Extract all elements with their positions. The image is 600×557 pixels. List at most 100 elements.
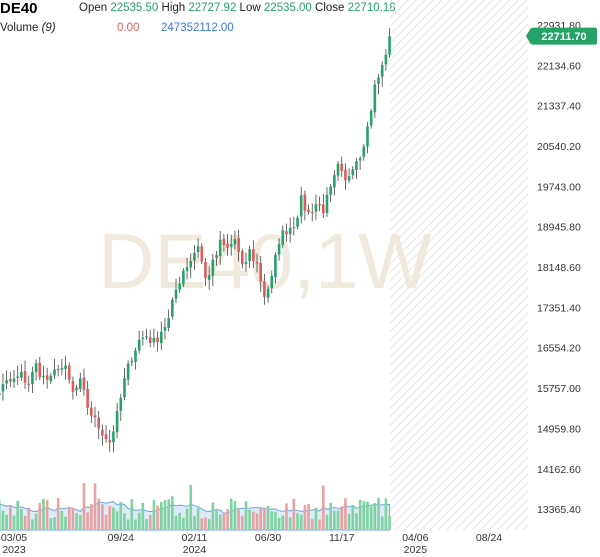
volume-bar [200, 518, 204, 530]
volume-bar [53, 517, 56, 530]
candle-body [358, 158, 362, 161]
volume-bar [233, 500, 237, 530]
volume-bar [75, 513, 78, 530]
time-tick-label: 03/05 [1, 532, 27, 544]
candle-body [53, 369, 56, 376]
ohlc-legend: Open 22535.50 High 22727.92 Low 22535.00… [79, 2, 396, 14]
candles [0, 28, 391, 453]
volume-bar [56, 498, 60, 530]
candle-body [49, 375, 53, 382]
candle-body [38, 362, 42, 378]
volume-bar [384, 498, 388, 530]
price-tick-label: 15757.00 [537, 383, 581, 395]
candle-body [159, 331, 163, 344]
last-price-tag: 22711.70 [526, 27, 597, 45]
volume-bar [178, 512, 181, 530]
time-tick-label: 02/11 [182, 532, 208, 544]
volume-ma-value: 247352112.00 [161, 22, 234, 34]
candle-body [1, 384, 5, 392]
volume-bar [0, 500, 1, 530]
low-value: 22535.00 [263, 2, 312, 14]
volume-bar [130, 499, 134, 530]
volume-bar [215, 510, 218, 530]
volume-bar [101, 504, 104, 530]
volume-bar [252, 511, 255, 530]
volume-bar [12, 515, 16, 530]
open-label: Open [79, 2, 108, 14]
volume-bar [274, 511, 277, 530]
candle-body [64, 365, 67, 369]
candle-body [101, 429, 104, 436]
candle-body [218, 239, 222, 256]
volume-bar [196, 508, 200, 530]
candle-body [307, 209, 310, 213]
candle-body [141, 337, 145, 339]
volume-bar [277, 517, 281, 530]
candle-body [233, 239, 237, 245]
candle-body [130, 360, 134, 363]
volume-bar [211, 502, 215, 530]
volume-value: 0.00 [117, 22, 140, 34]
candle-body [270, 276, 274, 289]
volume-bar [104, 514, 108, 530]
candle-body [340, 163, 344, 171]
volume-bar [9, 506, 12, 530]
volume-bar [204, 517, 207, 530]
volume-bar [90, 504, 93, 530]
volume-bar [82, 483, 86, 530]
volume-bar [119, 501, 123, 530]
time-tick-label: 04/06 [402, 532, 428, 544]
candle-body [333, 174, 336, 188]
volume-bar [185, 508, 189, 530]
volume-bar [174, 515, 178, 530]
candle-body [71, 381, 75, 392]
candle-body [266, 288, 270, 298]
candle-body [226, 243, 229, 248]
candle-body [285, 231, 288, 235]
volume-bar [167, 499, 170, 530]
volume-bar [270, 511, 274, 530]
volume-bar [145, 519, 148, 530]
volume-bar [171, 496, 174, 530]
price-tick-label: 14959.80 [537, 423, 581, 435]
volume-bar [16, 500, 19, 530]
candle-body [347, 176, 351, 181]
candle-body [325, 194, 329, 213]
volume-bar [240, 515, 244, 530]
close-value: 22710.18 [347, 2, 396, 14]
candle-body [240, 251, 244, 265]
candle-body [115, 410, 119, 433]
candle-body [31, 372, 34, 385]
candle-body [104, 434, 108, 439]
volume-bar [78, 514, 82, 530]
volume-bar [380, 516, 384, 530]
candle-body [229, 244, 233, 247]
volume-bar [329, 502, 332, 530]
symbol-label[interactable]: DE40 [0, 0, 38, 17]
candle-body [148, 337, 152, 343]
volume-bar [137, 512, 141, 530]
volume-bar [296, 513, 299, 530]
price-tick-label: 18148.60 [537, 262, 581, 274]
candle-body [56, 368, 60, 371]
volume-bar [126, 519, 130, 530]
volume-bar [333, 510, 336, 530]
volume-bar [49, 518, 53, 530]
volume-bar [31, 519, 34, 530]
candle-body [178, 283, 181, 290]
candle-body [322, 204, 325, 214]
volume-bar [141, 502, 145, 530]
candle-body [108, 440, 112, 443]
volume-legend: Volume (9) [0, 22, 56, 34]
volume-bar [45, 500, 49, 530]
candle-body [185, 267, 189, 271]
candle-body [336, 163, 340, 176]
volume-bar [226, 509, 229, 530]
candle-body [174, 289, 178, 299]
price-axis[interactable]: 22931.8022134.6021337.4020540.2019743.00… [537, 20, 581, 516]
candle-body [189, 261, 193, 268]
candle-body [0, 393, 1, 396]
candle-body [119, 397, 123, 411]
